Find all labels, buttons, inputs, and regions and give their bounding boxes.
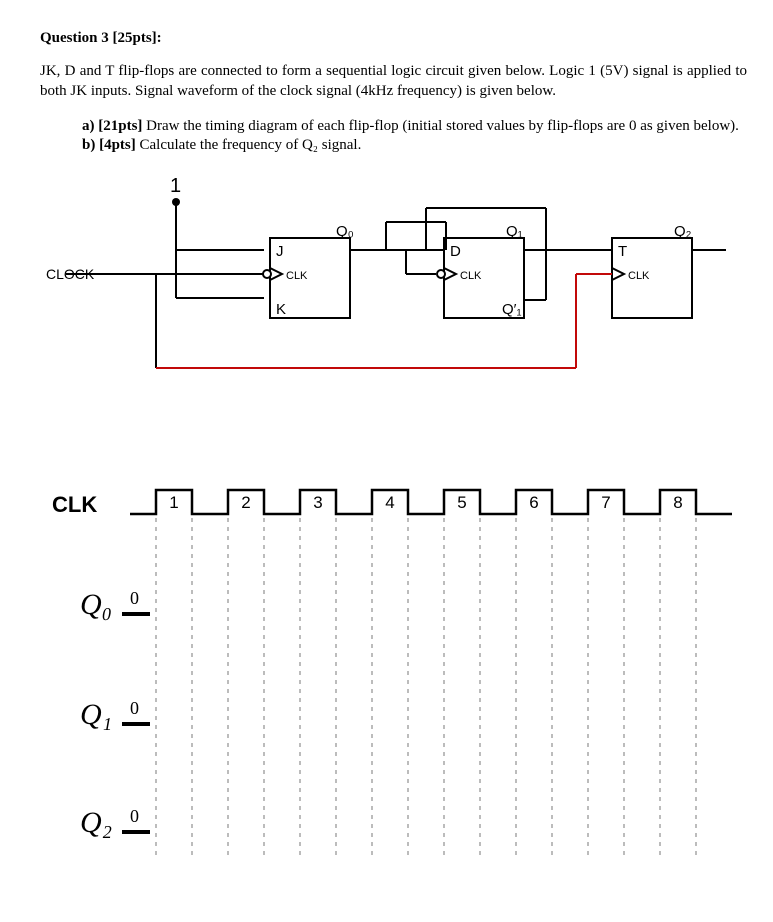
- sub-b-pts: [4pts]: [99, 137, 136, 153]
- circuit-diagram: 1 CLOCK J K CLK Q₀ D CLK Q₁ Q′₁ T CLK Q₂: [46, 168, 736, 428]
- svg-text:CLK: CLK: [52, 492, 97, 517]
- svg-text:2: 2: [241, 493, 250, 512]
- svg-text:0: 0: [130, 698, 139, 718]
- svg-text:Q₀: Q₀: [336, 223, 354, 240]
- question-title: Question 3 [25pts]:: [40, 30, 747, 47]
- svg-text:1: 1: [170, 175, 181, 197]
- sub-item-a: a) [21pts] Draw the timing diagram of ea…: [82, 118, 747, 135]
- svg-text:Q₁: Q₁: [80, 698, 112, 731]
- svg-text:Q′₁: Q′₁: [502, 301, 522, 318]
- svg-text:3: 3: [313, 493, 322, 512]
- svg-text:K: K: [276, 301, 286, 318]
- sub-b-letter: b): [82, 137, 95, 153]
- svg-text:Q₁: Q₁: [506, 223, 523, 240]
- svg-text:CLK: CLK: [286, 270, 308, 282]
- svg-text:5: 5: [457, 493, 466, 512]
- svg-text:Q₂: Q₂: [674, 223, 692, 240]
- question-body: JK, D and T flip-flops are connected to …: [40, 61, 747, 102]
- sub-b-text: Calculate the frequency of Q₂ signal.: [140, 137, 362, 153]
- svg-text:T: T: [618, 243, 627, 260]
- svg-text:1: 1: [169, 493, 178, 512]
- svg-text:8: 8: [673, 493, 682, 512]
- svg-text:7: 7: [601, 493, 610, 512]
- timing-diagram: CLK 1 2 3 4 5 6 7 8 Q₀ 0 Q₁ 0 Q₂ 0: [46, 458, 736, 868]
- svg-text:CLOCK: CLOCK: [46, 266, 95, 282]
- svg-text:Q₂: Q₂: [80, 806, 112, 839]
- svg-text:D: D: [450, 243, 461, 260]
- svg-text:6: 6: [529, 493, 538, 512]
- sub-item-b: b) [4pts] Calculate the frequency of Q₂ …: [82, 137, 747, 154]
- svg-text:CLK: CLK: [628, 270, 650, 282]
- svg-text:CLK: CLK: [460, 270, 482, 282]
- svg-text:Q₀: Q₀: [80, 588, 112, 621]
- svg-text:4: 4: [385, 493, 394, 512]
- question-sub-list: a) [21pts] Draw the timing diagram of ea…: [40, 118, 747, 154]
- svg-text:0: 0: [130, 806, 139, 826]
- svg-text:0: 0: [130, 588, 139, 608]
- svg-text:J: J: [276, 243, 284, 260]
- sub-a-pts: [21pts]: [98, 118, 142, 134]
- sub-a-text: Draw the timing diagram of each flip-flo…: [146, 118, 739, 134]
- sub-a-letter: a): [82, 118, 95, 134]
